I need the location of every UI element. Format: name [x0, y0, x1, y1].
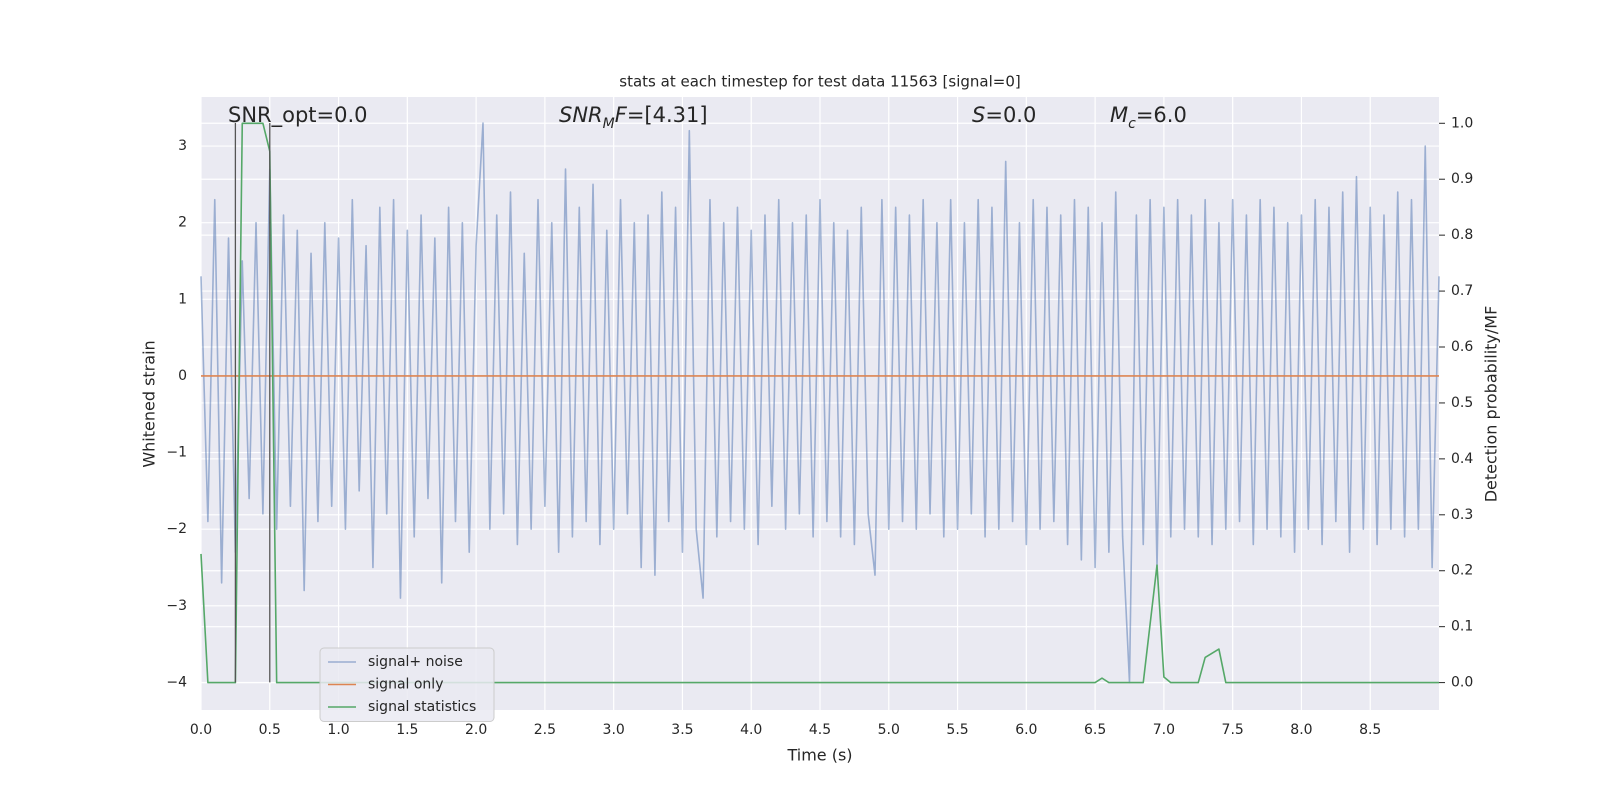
y-tick-label: 2	[178, 215, 187, 231]
series-line	[200, 122, 1440, 684]
annotation: Mc=6.0	[1110, 103, 1187, 132]
x-tick-label: 4.0	[740, 722, 762, 738]
y-tick-label: 1	[178, 291, 187, 307]
y-tick-label: −1	[166, 445, 187, 461]
x-tick-label: 0.0	[190, 722, 212, 738]
annotation-part: F	[615, 103, 628, 127]
y2-tick-label: 0.3	[1451, 507, 1473, 523]
y-tick-label: −3	[166, 598, 187, 614]
series-line	[200, 122, 1439, 684]
y-axis-label: Whitened strain	[140, 340, 159, 467]
x-tick-label: 4.5	[809, 722, 831, 738]
y2-tick-label: 0.9	[1451, 171, 1473, 187]
y2-axis-label: Detection probability/MF	[1482, 306, 1501, 503]
annotation: S=0.0	[972, 103, 1036, 127]
annotation-part: c	[1128, 116, 1136, 132]
x-tick-label: 1.0	[327, 722, 349, 738]
annotation-part: SNR_opt=0.0	[228, 103, 368, 128]
x-tick-label: 6.5	[1084, 722, 1106, 738]
x-tick-label: 6.0	[1015, 722, 1037, 738]
x-tick-label: 3.0	[603, 722, 625, 738]
y-tick-label: 0	[178, 368, 187, 384]
y-tick-label: 3	[178, 138, 187, 154]
y2-tick-label: 1.0	[1451, 115, 1473, 131]
x-tick-label: 5.5	[946, 722, 968, 738]
x-tick-label: 8.0	[1290, 722, 1312, 738]
x-tick-label: 7.5	[1222, 722, 1244, 738]
y-tick-label: −4	[166, 674, 187, 690]
annotation-part: =[4.31]	[627, 103, 708, 127]
legend-label: signal+ noise	[368, 654, 463, 670]
x-tick-label: 7.0	[1153, 722, 1175, 738]
x-tick-label: 5.0	[878, 722, 900, 738]
x-tick-label: 2.5	[534, 722, 556, 738]
legend: signal+ noise signal only signal statistic…	[319, 647, 495, 722]
x-axis-label: Time (s)	[786, 746, 852, 765]
y2-tick-label: 0.2	[1451, 563, 1473, 579]
x-tick-label: 0.5	[259, 722, 281, 738]
x-tick-label: 3.5	[671, 722, 693, 738]
annotation-part: =0.0	[985, 103, 1036, 127]
y2-tick-label: 0.1	[1451, 619, 1473, 635]
x-tick-label: 8.5	[1359, 722, 1381, 738]
y2-tick-label: 0.7	[1451, 283, 1473, 299]
legend-box	[319, 647, 495, 722]
marks	[200, 122, 1440, 684]
annotation-part: SNR	[559, 103, 603, 127]
annotation-part: M	[1110, 103, 1128, 127]
y2-tick-label: 0.8	[1451, 227, 1473, 243]
y2-tick-label: 0.4	[1451, 451, 1473, 467]
annotation-part: =6.0	[1136, 103, 1187, 127]
y2-tick-label: 0.0	[1451, 675, 1473, 691]
y-tick-label: −2	[166, 521, 187, 537]
annotation: SNR_opt=0.0	[228, 103, 368, 128]
y2-tick-label: 0.5	[1451, 395, 1473, 411]
x-tick-label: 1.5	[396, 722, 418, 738]
y2-tick-label: 0.6	[1451, 339, 1473, 355]
annotation-part: M	[603, 116, 615, 132]
legend-label: signal statistics	[368, 699, 476, 715]
chart-title: stats at each timestep for test data 115…	[619, 73, 1020, 91]
legend-label: signal only	[368, 677, 443, 693]
annotation-part: S	[972, 103, 985, 127]
annotation: SNRMF=[4.31]	[559, 103, 708, 132]
x-tick-label: 2.0	[465, 722, 487, 738]
